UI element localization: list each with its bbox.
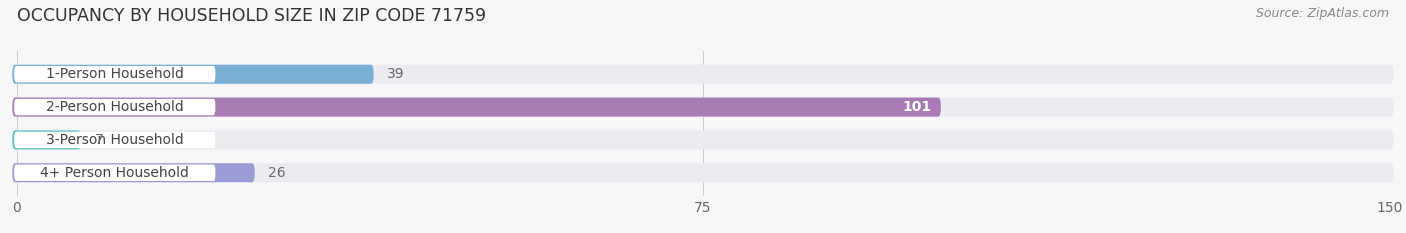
Text: 101: 101 (903, 100, 932, 114)
FancyBboxPatch shape (14, 132, 215, 148)
Text: 1-Person Household: 1-Person Household (46, 67, 184, 81)
FancyBboxPatch shape (13, 130, 82, 149)
Text: 39: 39 (388, 67, 405, 81)
FancyBboxPatch shape (13, 163, 1393, 182)
FancyBboxPatch shape (13, 98, 941, 116)
FancyBboxPatch shape (13, 65, 1393, 84)
FancyBboxPatch shape (13, 98, 1393, 116)
Text: 26: 26 (269, 166, 285, 180)
FancyBboxPatch shape (14, 164, 215, 181)
FancyBboxPatch shape (13, 130, 1393, 149)
Text: 2-Person Household: 2-Person Household (46, 100, 184, 114)
FancyBboxPatch shape (14, 66, 215, 82)
FancyBboxPatch shape (13, 163, 254, 182)
Text: 3-Person Household: 3-Person Household (46, 133, 184, 147)
Text: 4+ Person Household: 4+ Person Household (41, 166, 190, 180)
Text: OCCUPANCY BY HOUSEHOLD SIZE IN ZIP CODE 71759: OCCUPANCY BY HOUSEHOLD SIZE IN ZIP CODE … (17, 7, 486, 25)
FancyBboxPatch shape (14, 99, 215, 115)
Text: Source: ZipAtlas.com: Source: ZipAtlas.com (1256, 7, 1389, 20)
FancyBboxPatch shape (13, 65, 374, 84)
Text: 7: 7 (94, 133, 104, 147)
